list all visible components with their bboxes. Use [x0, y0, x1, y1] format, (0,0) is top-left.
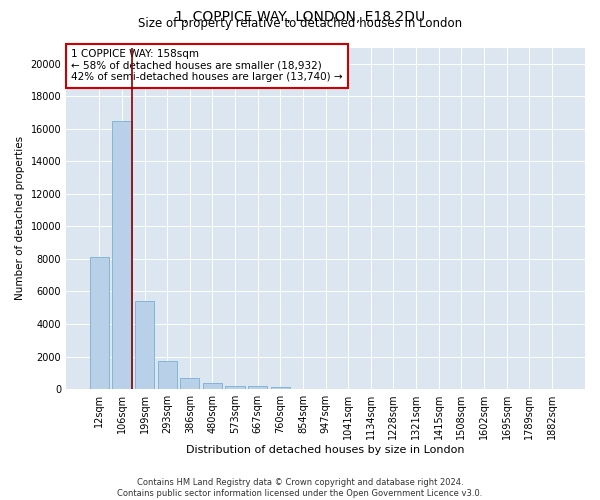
Bar [112, 120, 131, 389]
Bar [135, 301, 154, 389]
Bar [158, 360, 177, 389]
Bar [180, 378, 199, 389]
Text: Size of property relative to detached houses in London: Size of property relative to detached ho… [138, 18, 462, 30]
Bar [203, 384, 222, 389]
Bar [90, 258, 109, 389]
X-axis label: Distribution of detached houses by size in London: Distribution of detached houses by size … [187, 445, 465, 455]
Bar [248, 386, 268, 389]
Text: 1 COPPICE WAY: 158sqm
← 58% of detached houses are smaller (18,932)
42% of semi-: 1 COPPICE WAY: 158sqm ← 58% of detached … [71, 49, 343, 82]
Bar [226, 386, 245, 389]
Text: Contains HM Land Registry data © Crown copyright and database right 2024.
Contai: Contains HM Land Registry data © Crown c… [118, 478, 482, 498]
Bar [271, 386, 290, 389]
Y-axis label: Number of detached properties: Number of detached properties [15, 136, 25, 300]
Text: 1, COPPICE WAY, LONDON, E18 2DU: 1, COPPICE WAY, LONDON, E18 2DU [175, 10, 425, 24]
